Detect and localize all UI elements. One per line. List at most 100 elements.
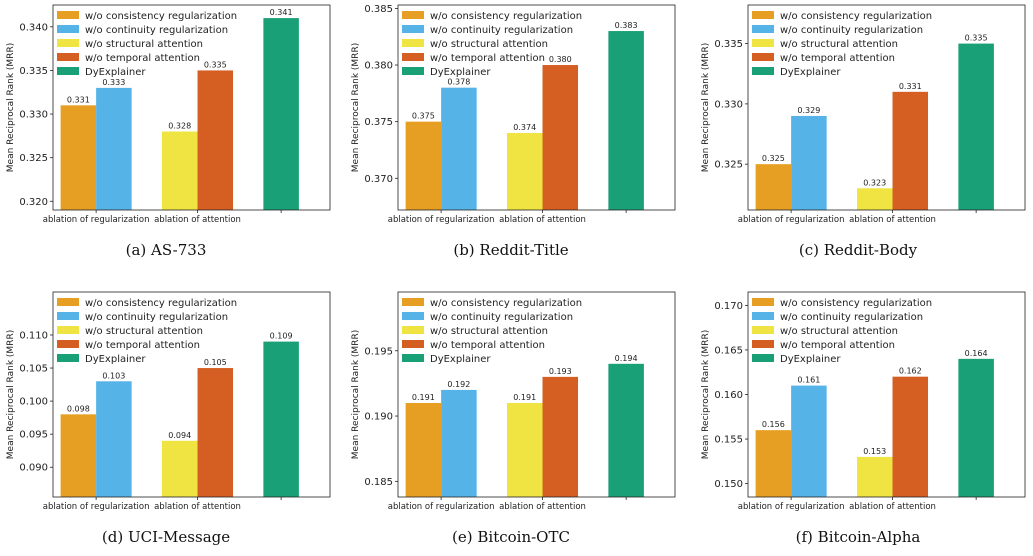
legend-swatch-c-2: [752, 25, 774, 33]
axes-frame-a: [52, 4, 331, 211]
bar-a-2: [96, 87, 132, 210]
bar-f-4: [892, 376, 929, 497]
legend-label-b-5: DyExplainer: [430, 67, 491, 78]
y-tick-label-f-0: 0.150: [714, 479, 743, 490]
bar-b-4: [542, 65, 579, 211]
bar-value-label-e-4: 0.193: [549, 367, 572, 376]
legend-label-a-1: w/o consistency regularization: [85, 11, 237, 22]
bar-value-label-b-1: 0.375: [412, 112, 435, 121]
legend-swatch-d-2: [57, 312, 79, 320]
bar-value-label-d-4: 0.105: [204, 358, 227, 367]
y-tick-label-e-1: 0.190: [364, 412, 393, 423]
y-tick-label-c-1: 0.330: [714, 99, 743, 110]
bar-value-label-e-5: 0.194: [615, 354, 638, 363]
x-tick-label-c-0: ablation of regularization: [738, 215, 845, 225]
y-tick-label-d-1: 0.095: [19, 430, 48, 441]
y-tick-label-b-3: 0.385: [364, 4, 393, 15]
legend-swatch-f-3: [752, 326, 774, 334]
legend-label-b-2: w/o continuity regularization: [430, 25, 573, 36]
bar-d-1: [60, 414, 97, 497]
legend-swatch-c-5: [752, 67, 774, 75]
bar-c-5: [958, 43, 994, 211]
bar-f-1: [755, 430, 792, 497]
bar-value-label-f-1: 0.156: [762, 420, 785, 429]
x-tick-label-b-1: ablation of attention: [499, 215, 586, 225]
bar-value-label-a-2: 0.333: [102, 78, 125, 87]
bar-b-3: [506, 132, 543, 210]
legend-swatch-e-5: [402, 354, 424, 362]
bar-value-label-b-3: 0.374: [513, 123, 536, 132]
y-tick-label-f-4: 0.170: [714, 301, 743, 312]
bar-f-2: [791, 385, 827, 497]
legend-swatch-f-5: [752, 354, 774, 362]
legend-label-e-1: w/o consistency regularization: [430, 298, 582, 309]
bar-e-4: [542, 376, 579, 497]
legend-label-f-2: w/o continuity regularization: [780, 312, 923, 323]
y-axis-label-d: Mean Reciprocal Rank (MRR): [6, 330, 16, 459]
bar-a-5: [263, 18, 299, 210]
legend-swatch-a-4: [57, 53, 79, 61]
chart-panel-f: 0.156 0.161 0.153 0.162 0.164 0.150 0.155 0.160…: [701, 291, 1026, 512]
legend-label-e-4: w/o temporal attention: [430, 340, 545, 351]
bar-c-1: [755, 164, 792, 210]
legend-label-a-2: w/o continuity regularization: [85, 25, 228, 36]
y-tick-label-a-2: 0.330: [19, 110, 48, 121]
legend-swatch-d-3: [57, 326, 79, 334]
bar-a-1: [60, 105, 97, 210]
bar-value-label-b-5: 0.383: [615, 21, 638, 30]
legend-label-b-3: w/o structural attention: [430, 39, 548, 50]
bar-value-label-f-5: 0.164: [965, 349, 988, 358]
legend-label-d-3: w/o structural attention: [85, 326, 203, 337]
bar-c-3: [856, 188, 893, 210]
y-tick-label-f-1: 0.155: [714, 435, 743, 446]
bar-value-label-c-1: 0.325: [762, 154, 785, 163]
x-tick-label-e-0: ablation of regularization: [388, 502, 495, 512]
x-tick-label-f-0: ablation of regularization: [738, 502, 845, 512]
legend-swatch-a-2: [57, 25, 79, 33]
y-tick-label-b-2: 0.380: [364, 61, 393, 72]
bar-a-3: [161, 131, 198, 210]
y-axis-label-a: Mean Reciprocal Rank (MRR): [6, 43, 16, 172]
chart-panel-e: 0.191 0.192 0.191 0.193 0.194 0.185 0.190 0.195…: [351, 291, 676, 512]
legend-label-f-1: w/o consistency regularization: [780, 298, 932, 309]
bar-value-label-a-3: 0.328: [168, 121, 191, 130]
y-tick-label-d-2: 0.100: [19, 397, 48, 408]
bar-value-label-a-5: 0.341: [270, 8, 293, 17]
axes-frame-b: [397, 4, 676, 211]
legend-label-d-5: DyExplainer: [85, 354, 146, 365]
legend-swatch-c-3: [752, 39, 774, 47]
x-tick-label-d-1: ablation of attention: [154, 502, 241, 512]
y-axis-label-c: Mean Reciprocal Rank (MRR): [701, 43, 711, 172]
x-tick-label-a-0: ablation of regularization: [43, 215, 150, 225]
legend-swatch-e-2: [402, 312, 424, 320]
caption-e: (e) Bitcoin-OTC: [452, 528, 570, 546]
legend-label-c-2: w/o continuity regularization: [780, 25, 923, 36]
legend-swatch-b-2: [402, 25, 424, 33]
x-tick-label-f-1: ablation of attention: [849, 502, 936, 512]
bar-b-5: [608, 31, 644, 210]
y-tick-label-a-3: 0.335: [19, 66, 48, 77]
bar-value-label-c-5: 0.335: [965, 34, 988, 43]
bar-b-2: [441, 87, 477, 210]
legend-swatch-b-3: [402, 39, 424, 47]
legend-label-e-3: w/o structural attention: [430, 326, 548, 337]
bar-a-4: [197, 70, 234, 210]
x-tick-label-a-1: ablation of attention: [154, 215, 241, 225]
legend-label-c-5: DyExplainer: [780, 67, 841, 78]
axes-frame-c: [747, 4, 1026, 211]
bar-value-label-c-4: 0.331: [899, 82, 922, 91]
legend-label-f-5: DyExplainer: [780, 354, 841, 365]
legend-swatch-f-4: [752, 340, 774, 348]
y-tick-label-d-4: 0.110: [19, 330, 48, 341]
caption-c: (c) Reddit-Body: [798, 241, 918, 259]
bar-d-2: [96, 381, 132, 497]
bar-value-label-b-2: 0.378: [447, 78, 470, 87]
x-tick-label-b-0: ablation of regularization: [388, 215, 495, 225]
legend-swatch-b-4: [402, 53, 424, 61]
legend-swatch-e-4: [402, 340, 424, 348]
bar-c-2: [791, 115, 827, 210]
legend-label-f-4: w/o temporal attention: [780, 340, 895, 351]
legend-label-e-5: DyExplainer: [430, 354, 491, 365]
legend-swatch-e-1: [402, 298, 424, 306]
bar-b-1: [405, 121, 442, 210]
